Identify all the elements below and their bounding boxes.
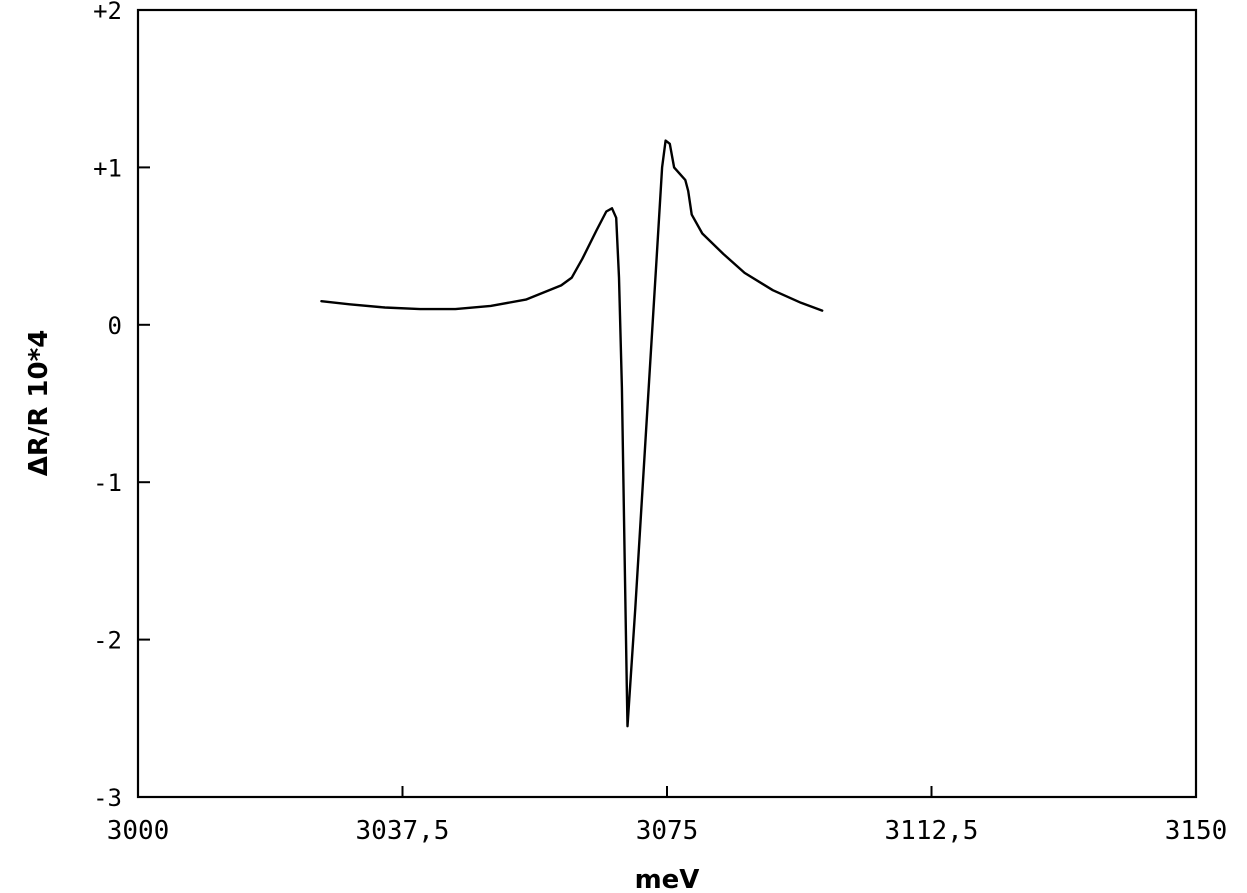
series-group: [320, 139, 824, 728]
y-tick-label: -3: [93, 784, 122, 812]
y-axis-title: ΔR/R 10*4: [24, 330, 54, 477]
x-tick-label: 3112,5: [885, 816, 979, 846]
x-axis-ticks: 3000 3037,5 3075 3112,5 3150: [107, 786, 1228, 846]
y-axis-ticks: +2 +1 0 -1 -2 -3: [93, 0, 150, 812]
y-tick-label: +1: [93, 154, 122, 182]
y-tick-label: 0: [108, 312, 122, 340]
y-tick-label: +2: [93, 0, 122, 25]
plot-frame: [136, 8, 1198, 799]
x-tick-label: 3000: [107, 816, 170, 846]
x-tick-label: 3037,5: [356, 816, 450, 846]
x-axis-title: meV: [635, 865, 700, 893]
y-tick-label: -2: [93, 627, 122, 655]
plot-area-border: [136, 8, 1198, 799]
x-tick-label: 3150: [1165, 816, 1228, 846]
x-tick-label: 3075: [636, 816, 699, 846]
y-tick-label: -1: [93, 469, 122, 497]
series-line: [320, 139, 824, 728]
